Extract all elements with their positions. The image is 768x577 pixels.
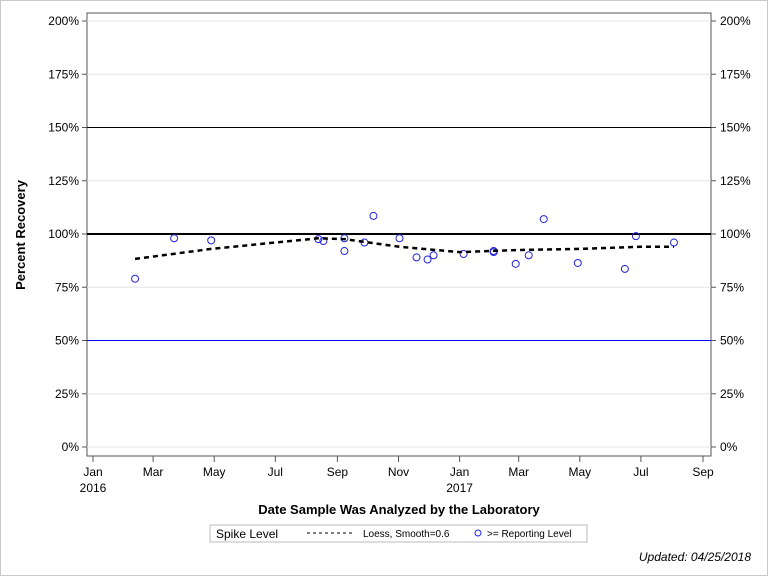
x-tick-label: Jan <box>450 465 469 479</box>
y-tick-label-right: 25% <box>720 387 744 401</box>
legend-point-icon <box>474 529 482 537</box>
data-point <box>524 251 533 260</box>
y-tick-label-right: 100% <box>720 227 751 241</box>
y-tick-label-left: 125% <box>48 174 79 188</box>
data-point <box>573 258 582 267</box>
y-tick-label-left: 100% <box>48 227 79 241</box>
y-tick-label-left: 0% <box>62 440 80 454</box>
y-tick-label-right: 0% <box>720 440 738 454</box>
legend-loess-label: Loess, Smooth=0.6 <box>363 529 450 540</box>
data-point <box>423 255 432 264</box>
y-tick-label-right: 50% <box>720 334 744 348</box>
data-point <box>170 234 179 243</box>
data-point <box>669 238 678 247</box>
data-point <box>489 248 498 257</box>
x-tick-label: Sep <box>327 465 349 479</box>
x-tick-label: May <box>203 465 226 479</box>
x-tick-label: Jul <box>633 465 648 479</box>
y-tick-label-left: 75% <box>55 280 79 294</box>
x-tick-label: Sep <box>692 465 714 479</box>
y-axis-label: Percent Recovery <box>13 179 28 290</box>
x-tick-label: Jan <box>83 465 102 479</box>
legend: Spike Level Loess, Smooth=0.6 >= Reporti… <box>209 524 588 543</box>
data-point <box>620 264 629 273</box>
updated-date: Updated: 04/25/2018 <box>639 550 751 564</box>
x-tick-label: Mar <box>508 465 529 479</box>
data-point <box>369 211 378 220</box>
y-tick-label-right: 125% <box>720 174 751 188</box>
y-tick-label-left: 175% <box>48 67 79 81</box>
data-point <box>429 251 438 260</box>
x-axis-label: Date Sample Was Analyzed by the Laborato… <box>258 502 540 517</box>
data-point <box>631 232 640 241</box>
data-point <box>340 247 349 256</box>
data-point <box>412 253 421 262</box>
data-point <box>459 250 468 259</box>
y-tick-label-right: 75% <box>720 280 744 294</box>
y-tick-label-right: 200% <box>720 14 751 28</box>
y-tick-label-right: 175% <box>720 67 751 81</box>
y-tick-label-left: 25% <box>55 387 79 401</box>
data-point <box>207 236 216 245</box>
x-tick-label: Jul <box>268 465 283 479</box>
y-tick-label-left: 200% <box>48 14 79 28</box>
data-point <box>131 274 140 283</box>
x-tick-label: May <box>568 465 591 479</box>
x-tick-year-label: 2017 <box>446 481 473 495</box>
x-tick-label: Mar <box>143 465 164 479</box>
data-point <box>511 259 520 268</box>
y-tick-label-left: 50% <box>55 334 79 348</box>
y-tick-label-right: 150% <box>720 121 751 135</box>
data-point <box>395 234 404 243</box>
legend-title: Spike Level <box>216 527 278 541</box>
x-tick-label: Nov <box>388 465 409 479</box>
x-tick-year-label: 2016 <box>80 481 107 495</box>
y-tick-label-left: 150% <box>48 121 79 135</box>
legend-points-label: >= Reporting Level <box>487 529 572 540</box>
data-point <box>539 215 548 224</box>
loess-line <box>134 237 674 261</box>
